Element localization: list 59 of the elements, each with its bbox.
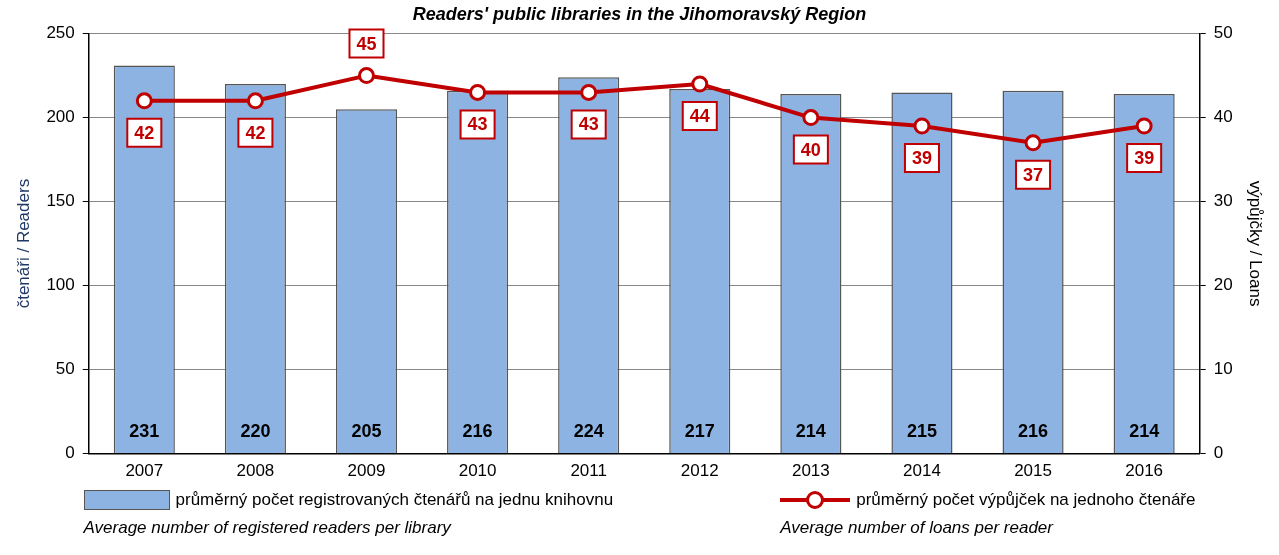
data-label: 43	[578, 114, 599, 135]
point	[1024, 134, 1042, 152]
x-tick-label: 2010	[458, 461, 497, 481]
legend-label: průměrný počet výpůjček na jednoho čtenáře	[856, 490, 1196, 510]
data-label: 43	[467, 114, 488, 135]
y-tick-label: 50	[55, 359, 75, 379]
x-tick-label: 2013	[791, 461, 830, 481]
point	[246, 92, 264, 110]
x-tick-label: 2014	[903, 461, 941, 481]
data-label: 216	[1018, 420, 1049, 441]
x-tick-label: 2011	[570, 461, 607, 481]
y2-tick-label: 20	[1213, 275, 1233, 295]
point	[913, 117, 931, 135]
point	[358, 67, 375, 85]
x-tick-label: 2012	[680, 461, 719, 481]
data-label: 231	[129, 420, 160, 441]
y2-tick-label: 30	[1213, 191, 1233, 211]
data-label: 205	[351, 420, 382, 441]
data-label: 214	[795, 420, 826, 441]
data-label: 40	[800, 139, 821, 160]
data-label: 220	[240, 420, 271, 441]
data-label: 39	[1134, 147, 1155, 168]
y2-axis-title: výpůjčky / Loans	[1246, 180, 1266, 307]
point	[802, 109, 820, 127]
text: Average number of loans per reader	[780, 518, 1055, 538]
y2-tick-label: 10	[1213, 359, 1233, 379]
x-tick-label: 2008	[236, 461, 275, 481]
text: průměrný počet registrovaných čtenářů na jednu knihovnu	[175, 490, 614, 510]
y2-tick-label: 40	[1213, 107, 1233, 127]
point	[691, 75, 709, 93]
point	[135, 92, 153, 110]
data-label: 44	[689, 105, 710, 126]
y-tick-label: 150	[46, 191, 75, 211]
data-label: 214	[1129, 420, 1160, 441]
point	[469, 83, 487, 101]
x-tick-label: 2007	[125, 461, 164, 481]
data-label: 217	[684, 420, 715, 441]
y-tick-label: 0	[65, 443, 75, 463]
data-label: 42	[134, 122, 155, 143]
data-label: 224	[573, 420, 604, 441]
data-label: 37	[1023, 164, 1044, 185]
data-label: 42	[245, 122, 266, 143]
y2-tick-label: 0	[1213, 443, 1224, 463]
x-tick-label: 2009	[347, 461, 386, 481]
text: Average number of registered readers per library	[83, 518, 453, 538]
data-label: 45	[356, 33, 377, 54]
chart-title: Readers' public libraries in the Jihomoravský Region	[412, 3, 867, 24]
y-tick-label: 250	[46, 23, 75, 43]
y-tick-label: 200	[46, 107, 75, 127]
y-tick-label: 100	[46, 275, 75, 295]
y-axis-title: čtenáři / Readers	[13, 178, 33, 309]
data-label: 39	[911, 147, 932, 168]
x-tick-label: 2015	[1014, 461, 1052, 481]
point	[1135, 117, 1153, 135]
x-tick-label: 2016	[1125, 461, 1164, 481]
data-label: 216	[462, 420, 493, 441]
data-label: 215	[906, 420, 937, 441]
y2-tick-label: 50	[1213, 23, 1233, 43]
point	[580, 83, 598, 101]
